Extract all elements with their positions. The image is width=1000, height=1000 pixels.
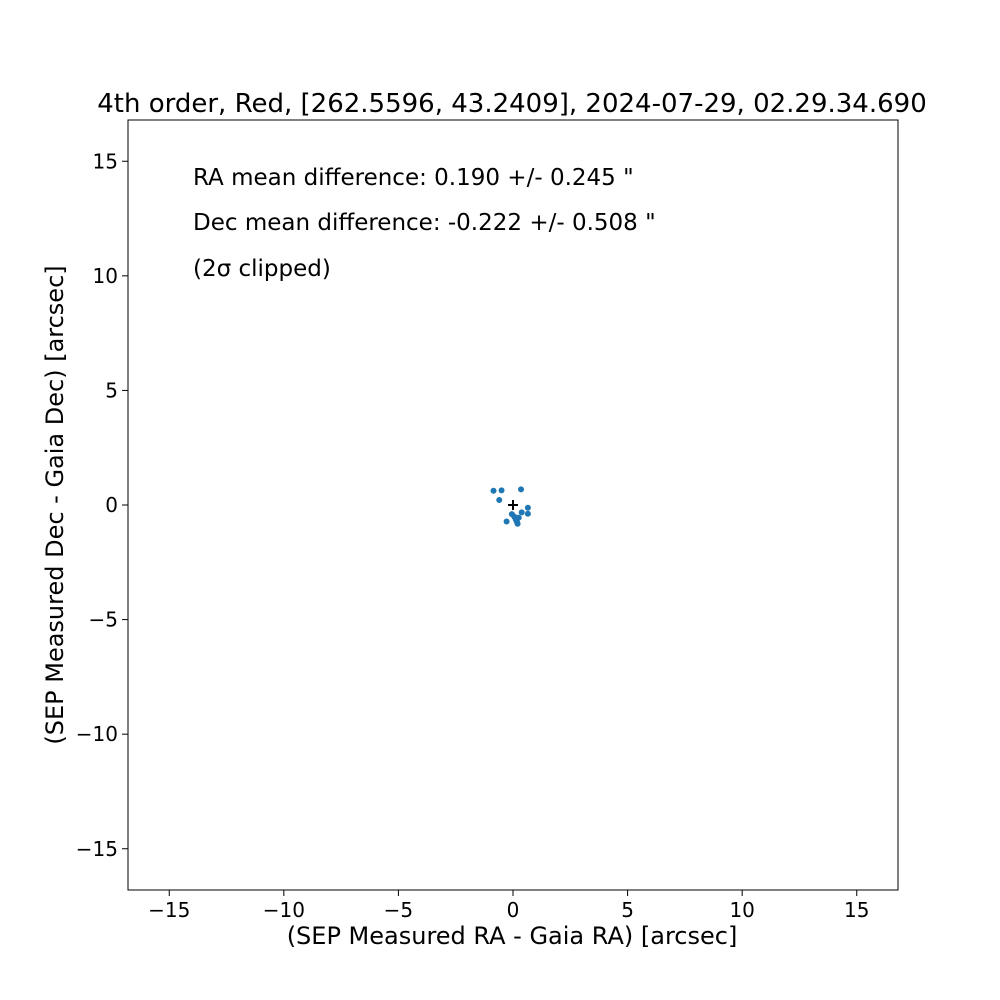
y-axis-label: (SEP Measured Dec - Gaia Dec) [arcsec]: [41, 265, 69, 744]
y-tick-label: 10: [93, 264, 118, 288]
x-tick-label: −15: [148, 898, 190, 922]
data-point: [490, 487, 497, 494]
mean-marker: [508, 500, 518, 510]
x-axis-ticks: −15 −10 −5 0 5 10 15: [148, 890, 869, 922]
x-tick-label: 15: [844, 898, 869, 922]
x-tick-label: 5: [621, 898, 634, 922]
y-axis-ticks: −15 −10 −5 0 5 10 15: [76, 149, 128, 861]
y-tick-label: 15: [93, 149, 118, 173]
data-point: [503, 518, 510, 525]
x-tick-label: −10: [263, 898, 305, 922]
data-point: [524, 510, 531, 517]
y-tick-label: −15: [76, 837, 118, 861]
ra-mean-annotation: RA mean difference: 0.190 +/- 0.245 ": [193, 165, 634, 191]
x-tick-label: 0: [507, 898, 520, 922]
y-tick-label: −10: [76, 722, 118, 746]
y-tick-label: 0: [105, 493, 118, 517]
data-point: [515, 514, 522, 521]
data-points: [490, 486, 531, 527]
y-tick-label: −5: [89, 608, 118, 632]
stats-annotations: RA mean difference: 0.190 +/- 0.245 " De…: [193, 165, 656, 282]
data-point: [498, 487, 505, 494]
x-axis-label: (SEP Measured RA - Gaia RA) [arcsec]: [287, 922, 738, 950]
clipping-annotation: (2σ clipped): [193, 256, 331, 282]
y-tick-label: 5: [105, 378, 118, 402]
data-point: [518, 486, 525, 493]
x-tick-label: 10: [729, 898, 754, 922]
data-point: [518, 509, 525, 516]
dec-mean-annotation: Dec mean difference: -0.222 +/- 0.508 ": [193, 210, 656, 236]
chart-title: 4th order, Red, [262.5596, 43.2409], 202…: [97, 89, 927, 119]
data-point: [524, 504, 531, 511]
data-point: [496, 496, 503, 503]
x-tick-label: −5: [384, 898, 413, 922]
